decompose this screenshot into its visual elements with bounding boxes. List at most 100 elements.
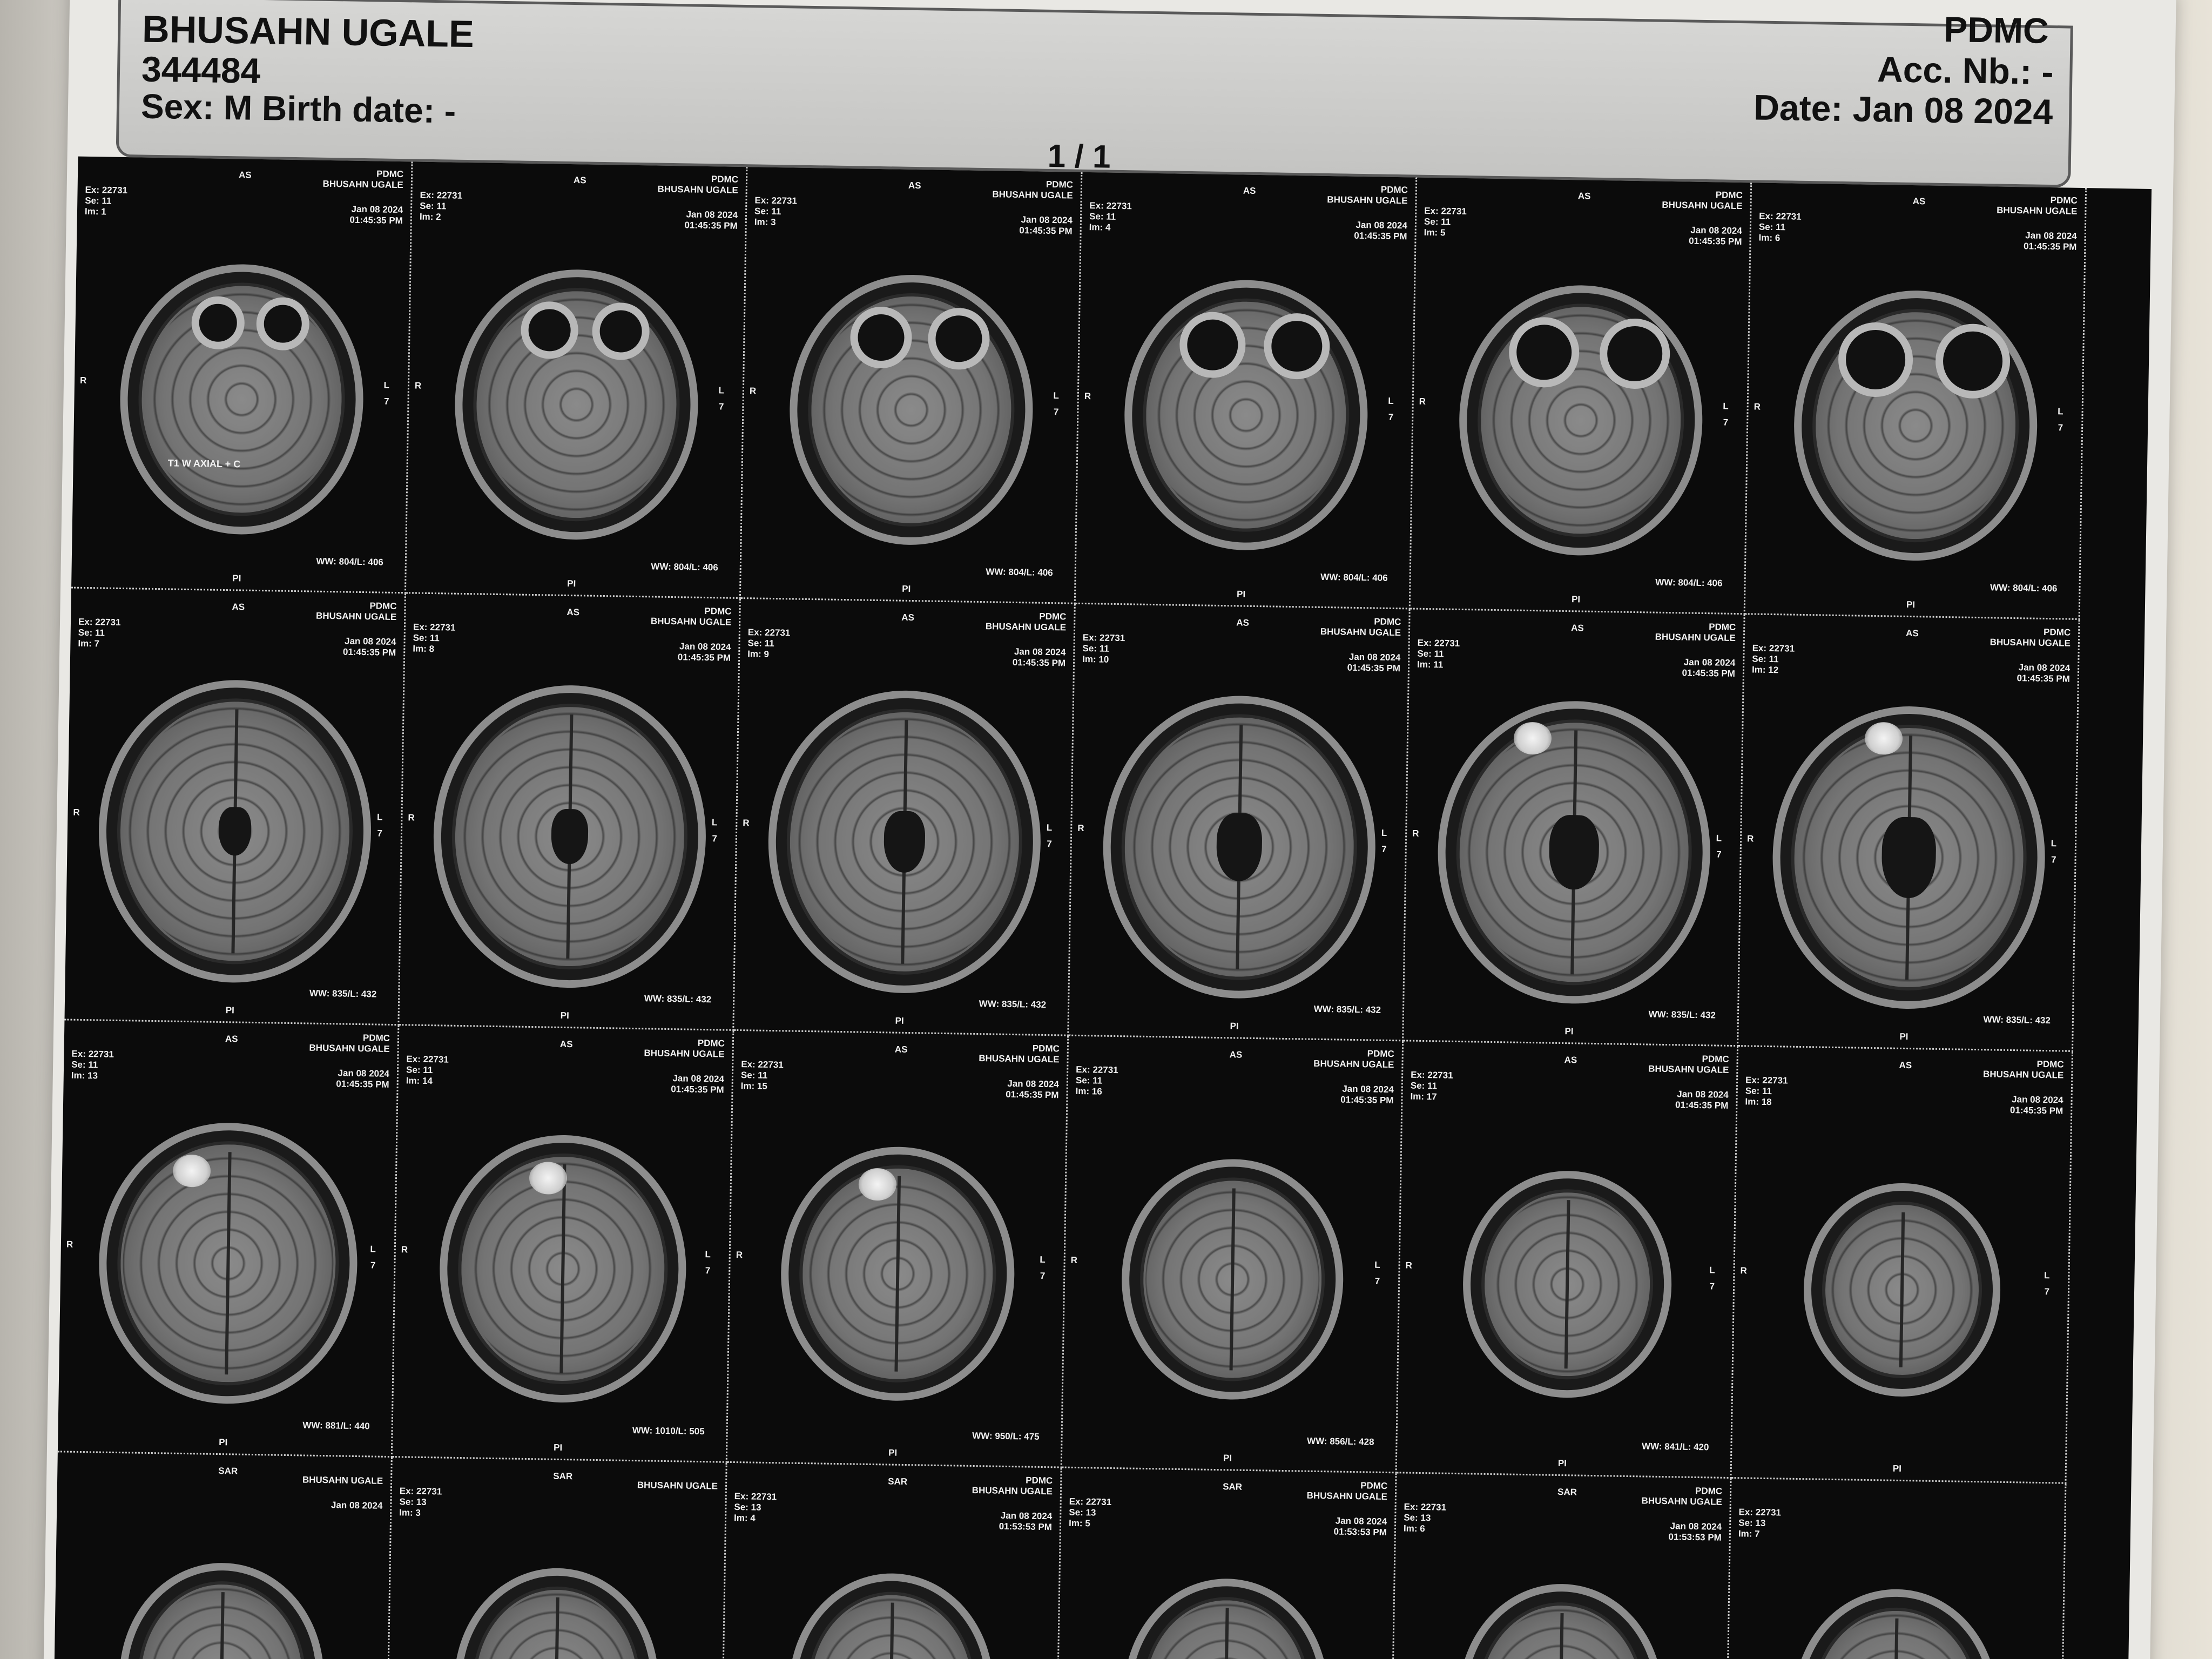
overlay-date: Jan 08 2024 <box>2018 662 2071 673</box>
orientation-right: R <box>1754 401 1761 412</box>
orientation-right: R <box>79 375 87 386</box>
image-number: Im: 4 <box>733 1513 756 1523</box>
overlay-date: Jan 08 2024 <box>679 641 731 652</box>
orientation-left: L <box>2051 838 2057 849</box>
orientation-bottom: PI <box>1223 1453 1232 1464</box>
orientation-top: AS <box>225 1034 238 1044</box>
orientation-left: L <box>1374 1259 1380 1270</box>
orientation-right: R <box>743 818 750 828</box>
orientation-bottom: PI <box>567 578 576 589</box>
image-number: Im: 13 <box>71 1070 98 1081</box>
series-number: Se: 11 <box>740 1070 768 1081</box>
overlay-time: 01:45:35 PM <box>1340 1094 1394 1106</box>
image-number: Im: 2 <box>419 211 441 222</box>
orientation-bottom: PI <box>902 583 911 594</box>
orientation-bottom: PI <box>225 1005 234 1016</box>
overlay-date: Jan 08 2024 <box>1683 657 1736 668</box>
window-level: WW: 835/L: 432 <box>979 999 1047 1010</box>
image-number: Im: 16 <box>1075 1085 1102 1097</box>
window-level: WW: 835/L: 432 <box>644 993 712 1005</box>
window-level: WW: 804/L: 406 <box>316 556 383 568</box>
orientation-top: AS <box>1229 1049 1243 1060</box>
orientation-bottom: PI <box>1230 1021 1239 1031</box>
orientation-top: AS <box>1571 623 1584 633</box>
mri-slice-cell: Ex: 22731 Se: 11 Im: 9 PDMC BHUSAHN UGALE Jan… <box>734 599 1076 1036</box>
mri-slice-cell: Ex: 22731 Se: 11 Im: 6 PDMC BHUSAHN UGALE Jan… <box>1745 183 2087 620</box>
orientation-right: R <box>73 807 80 818</box>
orientation-top: AS <box>1912 196 1926 207</box>
mri-slice-cell: Ex: 22731 Se: 11 Im: 1 PDMC BHUSAHN UGALE Jan… <box>71 156 413 594</box>
overlay-time: 01:45:35 PM <box>671 1084 724 1095</box>
mri-slice-cell: Ex: 22731 Se: 13 Im: 5 PDMC BHUSAHN UGALE Jan… <box>1057 1468 1397 1659</box>
series-number: Se: 11 <box>85 195 112 206</box>
overlay-institution: PDMC <box>1695 1485 1723 1496</box>
overlay-patient-name: BHUSAHN UGALE <box>1306 1490 1388 1502</box>
window-level: WW: 841/L: 420 <box>1641 1441 1709 1453</box>
overlay-institution: PDMC <box>1715 190 1743 201</box>
image-number: Im: 14 <box>406 1075 433 1087</box>
exam-number: Ex: 22731 <box>1759 211 1802 222</box>
mri-film-sheet: BHUSAHN UGALE 344484 Sex: M Birth date: … <box>43 0 2176 1659</box>
mri-slice-cell: Ex: 22731 Se: 11 Im: 4 PDMC BHUSAHN UGALE Jan… <box>1075 172 1418 610</box>
mri-slice-cell: Ex: 22731 Se: 11 Im: 2 PDMC BHUSAHN UGALE Jan… <box>406 161 748 599</box>
overlay-patient-name: BHUSAHN UGALE <box>985 621 1067 633</box>
page-number: 1 / 1 <box>1047 137 1111 175</box>
window-level: WW: 835/L: 432 <box>1983 1014 2051 1026</box>
image-number: Im: 15 <box>740 1081 767 1091</box>
exam-number: Ex: 22731 <box>85 184 128 196</box>
overlay-date: Jan 08 2024 <box>1007 1078 1059 1090</box>
patient-id: 344484 <box>141 49 261 91</box>
overlay-institution: PDMC <box>376 168 404 180</box>
mri-slice-cell: Ex: 22731 Se: 13 Im: 3 BHUSAHN UGALE SAR <box>388 1458 727 1659</box>
overlay-date: Jan 08 2024 <box>686 209 738 220</box>
image-number: Im: 10 <box>1082 653 1109 665</box>
overlay-institution: PDMC <box>1039 611 1067 622</box>
image-number: Im: 5 <box>1424 227 1446 238</box>
overlay-time: 01:53:53 PM <box>1333 1526 1387 1538</box>
overlay-date: Jan 08 2024 <box>1677 1089 1729 1100</box>
overlay-institution: PDMC <box>2050 195 2078 206</box>
mri-slice-cell: Ex: 22731 Se: 11 Im: 3 PDMC BHUSAHN UGALE Jan… <box>740 167 1083 604</box>
image-number: Im: 3 <box>399 1507 421 1518</box>
image-number: Im: 7 <box>78 638 100 649</box>
overlay-time: 01:45:35 PM <box>684 220 738 231</box>
image-number: Im: 6 <box>1403 1523 1425 1534</box>
overlay-patient-name: BHUSAHN UGALE <box>309 1042 390 1054</box>
overlay-institution: PDMC <box>1374 616 1401 628</box>
exam-number: Ex: 22731 <box>1082 632 1125 644</box>
orientation-top: AS <box>573 175 586 186</box>
orientation-bottom: PI <box>1899 1031 1908 1042</box>
overlay-time: 01:45:35 PM <box>2017 673 2070 684</box>
mri-slice-cell: Ex: 22731 Se: 11 Im: 11 PDMC BHUSAHN UGALE Ja… <box>1404 609 1745 1047</box>
overlay-institution: PDMC <box>362 1033 390 1043</box>
exam-number: Ex: 22731 <box>741 1059 784 1070</box>
overlay-patient-name: BHUSAHN UGALE <box>1662 199 1743 212</box>
exam-number: Ex: 22731 <box>1411 1069 1453 1081</box>
overlay-date: Jan 08 2024 <box>1670 1521 1722 1532</box>
overlay-time: 01:45:35 PM <box>1012 657 1066 669</box>
overlay-time: 01:53:53 PM <box>999 1521 1053 1533</box>
series-number: Se: 11 <box>1075 1075 1103 1086</box>
sex-birth-date: Sex: M Birth date: - <box>140 86 456 131</box>
overlay-institution: PDMC <box>1367 1048 1394 1060</box>
mri-slice-cell: Ex: 22731 Se: 11 Im: 8 PDMC BHUSAHN UGALE Jan… <box>399 594 741 1031</box>
window-level: WW: 804/L: 406 <box>1990 582 2058 594</box>
orientation-right: R <box>1746 833 1754 844</box>
overlay-patient-name: BHUSAHN UGALE <box>1641 1495 1722 1507</box>
mri-slice-cell: Ex: 22731 Se: 11 Im: 18 PDMC BHUSAHN UGALE Ja… <box>1731 1047 2073 1484</box>
mri-slice-cell: BHUSAHN UGALE Jan 08 2024 SAR <box>53 1452 393 1659</box>
exam-number: Ex: 22731 <box>1745 1075 1788 1086</box>
window-level: WW: 804/L: 406 <box>651 561 718 573</box>
mri-slice-cell: Ex: 22731 Se: 13 Im: 4 PDMC BHUSAHN UGALE Jan… <box>723 1462 1062 1659</box>
overlay-date: Jan 08 2024 <box>344 636 396 648</box>
orientation-bottom: PI <box>888 1447 898 1458</box>
overlay-patient-name: BHUSAHN UGALE <box>302 1474 383 1486</box>
overlay-date: Jan 08 2024 <box>2025 230 2077 241</box>
exam-number: Ex: 22731 <box>1076 1064 1118 1076</box>
image-number: Im: 18 <box>1745 1096 1772 1108</box>
overlay-time: 01:45:35 PM <box>2009 1105 2063 1116</box>
overlay-time: 01:45:35 PM <box>1019 225 1073 237</box>
orientation-right: R <box>1419 396 1426 407</box>
orientation-left: L <box>2058 406 2063 417</box>
series-number: Se: 11 <box>78 627 105 638</box>
